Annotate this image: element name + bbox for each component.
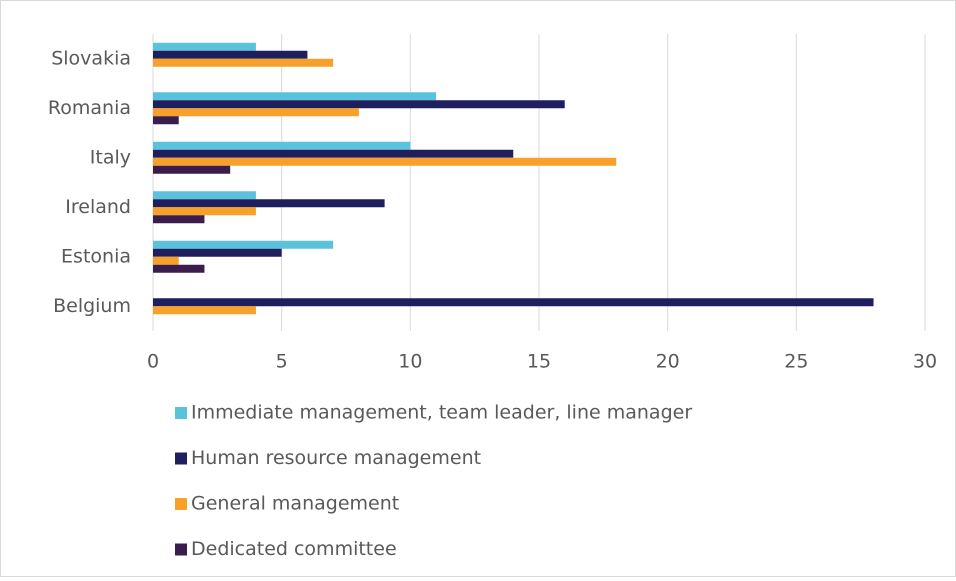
y-tick-label: Romania bbox=[48, 97, 131, 119]
bar bbox=[153, 240, 334, 249]
bar bbox=[153, 256, 179, 265]
bar bbox=[153, 50, 308, 59]
legend-label: Immediate management, team leader, line … bbox=[191, 402, 692, 424]
bar bbox=[153, 141, 411, 150]
bar bbox=[153, 165, 231, 174]
bar bbox=[153, 191, 256, 200]
bar bbox=[153, 248, 282, 257]
legend-swatch bbox=[175, 498, 187, 510]
y-tick-label: Ireland bbox=[65, 196, 131, 218]
y-tick-label: Estonia bbox=[61, 245, 131, 267]
bar bbox=[153, 298, 874, 307]
legend-swatch bbox=[175, 407, 187, 419]
bar bbox=[153, 157, 617, 166]
y-tick-label: Slovakia bbox=[51, 47, 131, 69]
legend-label: Dedicated committee bbox=[191, 538, 397, 560]
legend-swatch bbox=[175, 452, 187, 465]
bar bbox=[153, 207, 256, 216]
bar bbox=[153, 108, 359, 117]
x-tick-label: 5 bbox=[276, 351, 288, 373]
bar bbox=[153, 199, 385, 208]
bar bbox=[153, 116, 179, 125]
bar bbox=[153, 264, 205, 273]
x-tick-label: 25 bbox=[784, 351, 808, 373]
bar bbox=[153, 306, 256, 315]
bar bbox=[153, 92, 437, 101]
y-tick-label: Italy bbox=[90, 146, 131, 168]
x-tick-label: 30 bbox=[913, 351, 937, 373]
x-tick-label: 0 bbox=[147, 351, 159, 373]
x-tick-label: 20 bbox=[656, 351, 680, 373]
bar bbox=[153, 42, 256, 51]
x-tick-label: 15 bbox=[527, 351, 551, 373]
x-tick-label: 10 bbox=[398, 351, 422, 373]
y-tick-label: Belgium bbox=[53, 295, 131, 317]
bar bbox=[153, 100, 565, 109]
bar bbox=[153, 215, 205, 224]
legend-label: General management bbox=[191, 493, 399, 515]
bar bbox=[153, 58, 334, 67]
bar bbox=[153, 149, 514, 158]
legend-label: Human resource management bbox=[191, 447, 481, 469]
legend-swatch bbox=[175, 543, 187, 556]
